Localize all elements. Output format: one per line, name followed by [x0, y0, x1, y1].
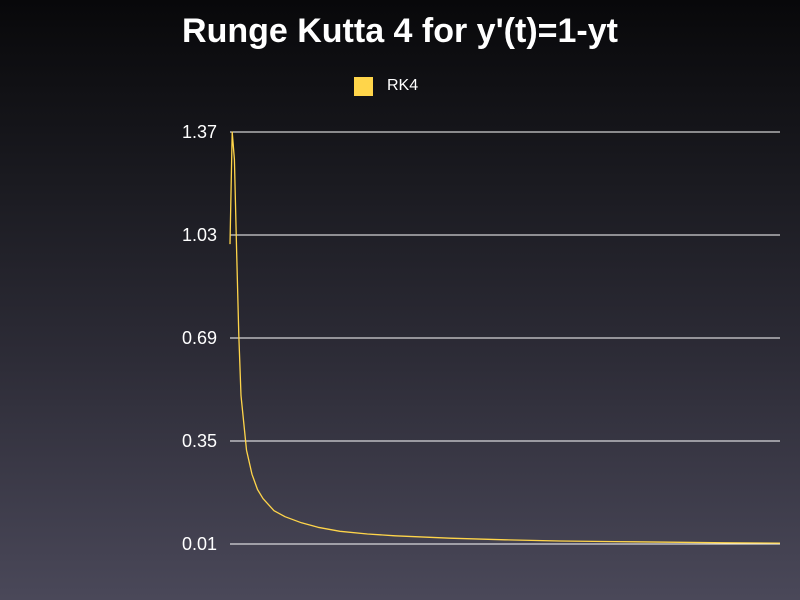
y-tick-label-0: 0.01 [182, 534, 217, 554]
series-line-rk4 [229, 131, 781, 544]
chart-title: Runge Kutta 4 for y'(t)=1-yt [182, 12, 618, 50]
legend-swatch-rk4 [354, 76, 373, 96]
legend-label-rk4: RK4 [387, 77, 419, 94]
legend: RK4 [354, 76, 418, 96]
y-tick-label-4: 1.37 [182, 122, 217, 142]
y-tick-label-1: 0.35 [182, 431, 217, 451]
y-tick-label-2: 0.69 [182, 328, 217, 348]
y-tick-label-3: 1.03 [182, 225, 217, 245]
